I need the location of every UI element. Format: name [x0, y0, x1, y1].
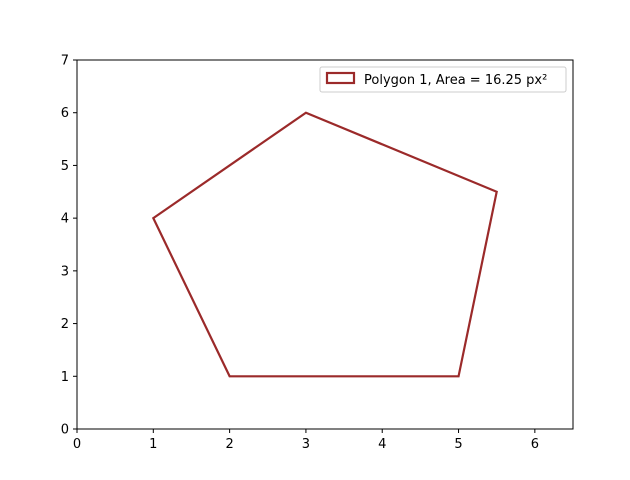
- legend-swatch: [325, 71, 356, 85]
- axes: 0 1 2 3 4 5 6 0 1 2 3 4 5 6 7: [61, 54, 574, 452]
- x-tick-label: 4: [378, 437, 386, 452]
- y-tick-label: 6: [61, 106, 69, 121]
- plot-area: [151, 111, 498, 378]
- legend-label: Polygon 1, Area = 16.25 px²: [364, 73, 547, 88]
- x-tick-label: 5: [454, 437, 462, 452]
- y-tick-label: 3: [61, 264, 69, 279]
- x-tick-label: 1: [149, 437, 157, 452]
- x-tick-label: 6: [531, 437, 539, 452]
- x-tick-label: 0: [73, 437, 81, 452]
- y-tick-label: 2: [61, 317, 69, 332]
- y-tick-label: 1: [61, 370, 69, 385]
- y-tick-label: 4: [61, 212, 69, 227]
- x-tick-label: 3: [302, 437, 310, 452]
- y-tick-label: 5: [61, 159, 69, 174]
- polygon-1: [151, 111, 498, 378]
- y-tick-label: 7: [61, 54, 69, 69]
- x-tick-label: 2: [225, 437, 233, 452]
- legend-frame: [319, 66, 567, 93]
- axes-frame: [76, 59, 574, 430]
- y-tick-label: 0: [61, 423, 69, 438]
- legend: Polygon 1, Area = 16.25 px²: [319, 66, 567, 93]
